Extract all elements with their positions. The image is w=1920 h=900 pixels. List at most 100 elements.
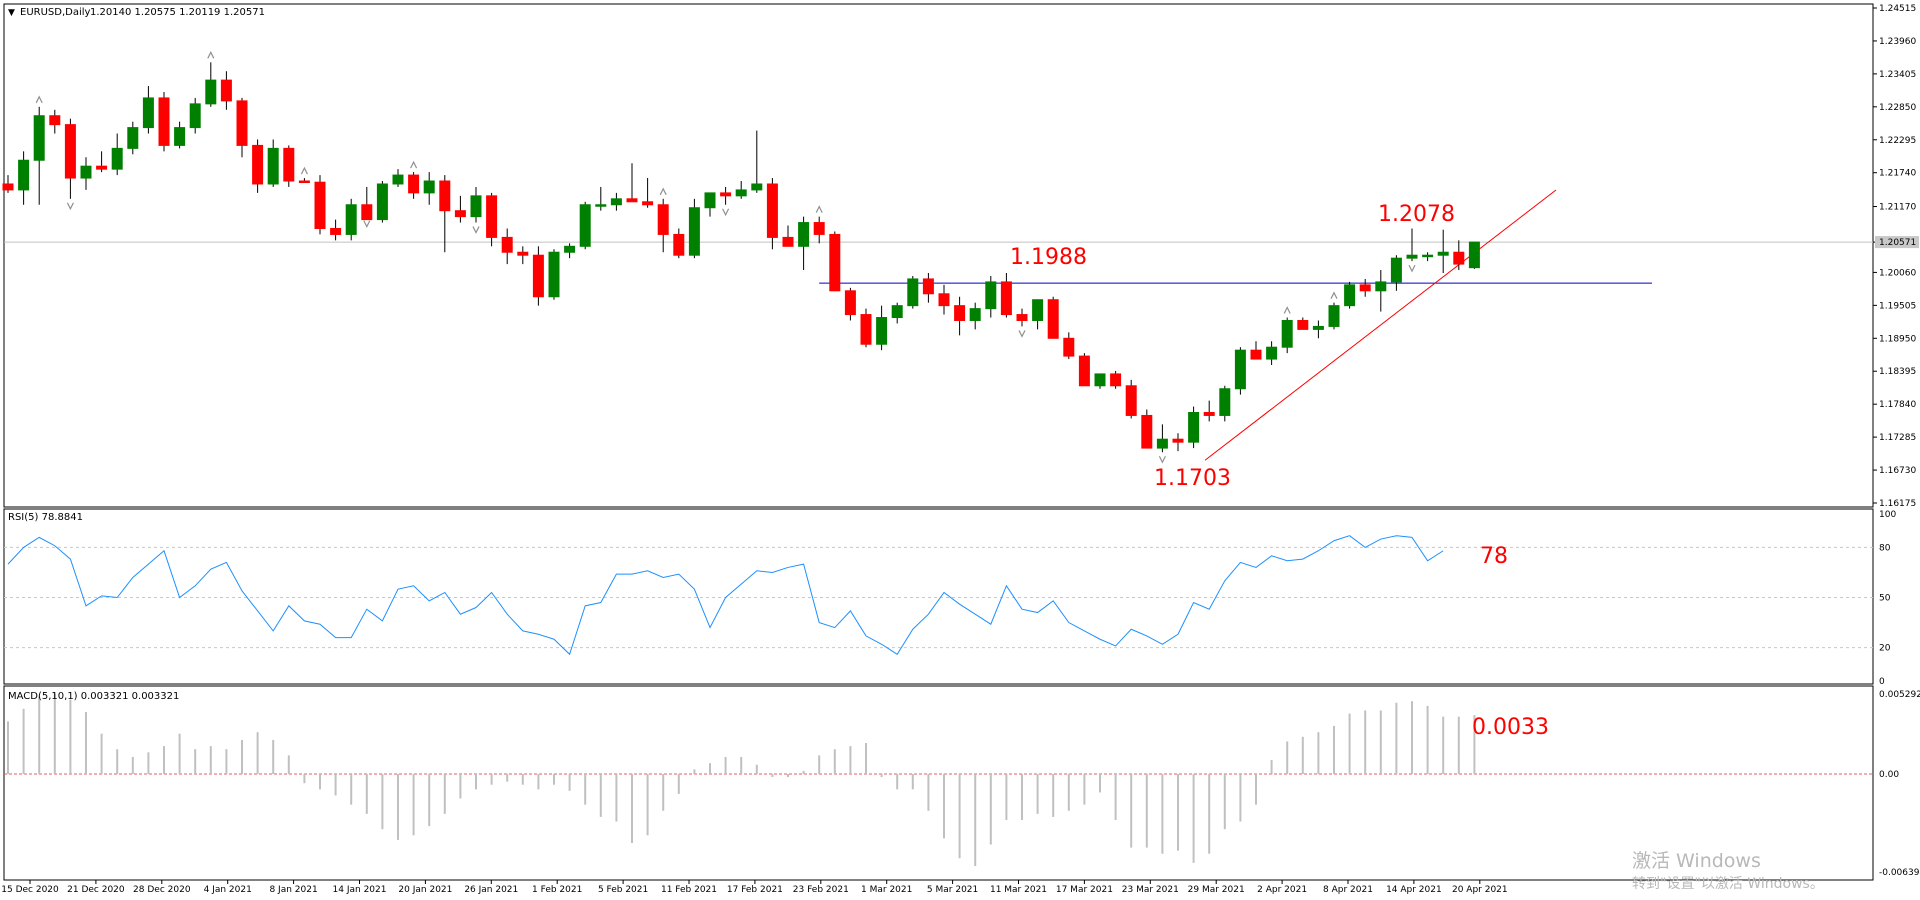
macd-layer: 0.005292 0.00 -0.006394 — [4, 690, 1920, 878]
bull-candle — [985, 281, 997, 310]
bull-candle — [564, 245, 576, 253]
bull-candle — [267, 147, 279, 185]
date-tick-label: 1 Mar 2021 — [861, 885, 912, 895]
bear-candle — [954, 305, 966, 321]
bear-candle — [813, 222, 825, 235]
bear-candle — [330, 227, 342, 235]
bear-candle — [361, 204, 373, 221]
bull-candle — [142, 97, 154, 129]
bull-candle — [1344, 284, 1356, 307]
rsi-axis-label: 100 — [1879, 510, 1896, 520]
fractal-down-marker — [1158, 455, 1166, 464]
annotation-rsi-value: 78 — [1480, 544, 1508, 569]
bear-candle — [532, 254, 544, 298]
fractal-down-marker — [66, 202, 74, 211]
macd-axis-label: 0.005292 — [1879, 690, 1920, 700]
current-price-box — [1875, 236, 1919, 249]
bull-candle — [751, 183, 763, 191]
bear-candle — [657, 204, 669, 235]
price-tick-label: 1.22850 — [1879, 103, 1916, 113]
price-tick-label: 1.17840 — [1879, 400, 1916, 410]
fractal-down-marker — [1408, 264, 1416, 273]
date-tick-label: 14 Apr 2021 — [1386, 885, 1442, 895]
bear-candle — [517, 251, 529, 256]
rsi-axis-label: 0 — [1879, 677, 1885, 687]
price-tick-label: 1.23960 — [1879, 37, 1916, 47]
bear-candle — [96, 165, 108, 170]
bull-candle — [688, 207, 700, 256]
bear-candle — [844, 290, 856, 316]
bull-candle — [891, 305, 903, 319]
bear-candle — [49, 115, 61, 126]
bull-candle — [1406, 254, 1418, 259]
date-tick-label: 1 Feb 2021 — [532, 885, 582, 895]
bull-candle — [392, 174, 404, 185]
bull-candle — [1281, 319, 1293, 348]
bear-candle — [1453, 251, 1465, 265]
price-tick-label: 1.20571 — [1879, 238, 1916, 248]
fractal-layer — [35, 50, 1416, 464]
bull-candle — [189, 103, 201, 129]
macd-pane-frame — [3, 685, 1874, 881]
fractal-up-marker — [1283, 306, 1291, 314]
date-tick-label: 11 Mar 2021 — [990, 885, 1047, 895]
date-tick-label: 14 Jan 2021 — [333, 885, 387, 895]
rsi-header-label: RSI(5) 78.8841 — [8, 512, 83, 523]
bull-candle — [174, 127, 186, 146]
date-tick-label: 20 Jan 2021 — [398, 885, 452, 895]
main-pane-frame — [3, 3, 1874, 508]
date-tick-label: 23 Feb 2021 — [793, 885, 849, 895]
bear-candle — [1125, 385, 1137, 416]
bull-candle — [595, 204, 607, 207]
bear-candle — [1016, 314, 1028, 321]
bear-candle — [220, 79, 232, 102]
bull-candle — [1312, 325, 1324, 330]
bear-candle — [439, 180, 451, 212]
bull-candle — [1188, 411, 1200, 443]
bear-candle — [252, 144, 264, 185]
bull-candle — [735, 189, 747, 197]
bear-candle — [1172, 438, 1184, 443]
price-tick-label: 1.23405 — [1879, 70, 1916, 80]
bull-candle — [1328, 305, 1340, 327]
fractal-down-marker — [722, 208, 730, 217]
bear-candle — [454, 210, 466, 218]
ohlc-label: 1.20140 1.20575 1.20119 1.20571 — [90, 7, 265, 18]
annotation-macd-value: 0.0033 — [1472, 715, 1549, 740]
bull-candle — [907, 278, 919, 307]
main-header-arrow-icon[interactable]: ▼ — [8, 8, 15, 18]
fractal-up-marker — [35, 95, 43, 104]
date-tick-label: 8 Jan 2021 — [269, 885, 317, 895]
price-tick-label: 1.22295 — [1879, 136, 1916, 146]
axis-layer: 1.24515 1.23960 1.23405 1.22850 1.22295 1.217… — [1, 4, 1919, 895]
bull-candle — [969, 308, 981, 321]
bear-candle — [642, 201, 654, 206]
date-tick-label: 8 Apr 2021 — [1323, 885, 1373, 895]
date-tick-label: 11 Feb 2021 — [661, 885, 717, 895]
price-tick-label: 1.21740 — [1879, 169, 1916, 179]
bear-candle — [938, 293, 950, 307]
date-tick-label: 2 Apr 2021 — [1257, 885, 1307, 895]
date-tick-label: 20 Apr 2021 — [1452, 885, 1508, 895]
bear-candle — [1250, 349, 1262, 360]
date-tick-label: 15 Dec 2020 — [1, 885, 59, 895]
bull-candle — [1468, 241, 1480, 269]
bull-candle — [1375, 281, 1387, 292]
bull-candle — [1032, 299, 1044, 321]
bull-candle — [1094, 373, 1106, 387]
date-tick-label: 17 Mar 2021 — [1056, 885, 1113, 895]
annotation-high-1: 1.1988 — [1010, 245, 1087, 270]
bull-candle — [548, 251, 560, 298]
rsi-axis-label: 20 — [1879, 644, 1891, 654]
date-tick-label: 21 Dec 2020 — [67, 885, 125, 895]
fractal-down-marker — [363, 220, 371, 228]
macd-axis-label: 0.00 — [1879, 770, 1899, 780]
fractal-down-marker — [1018, 330, 1026, 338]
fractal-down-marker — [472, 226, 480, 234]
bull-candle — [1422, 254, 1434, 258]
bear-candle — [1359, 284, 1371, 292]
bull-candle — [1234, 349, 1246, 390]
price-tick-label: 1.18395 — [1879, 367, 1916, 377]
bull-candle — [205, 79, 217, 105]
bull-candle — [423, 180, 435, 194]
